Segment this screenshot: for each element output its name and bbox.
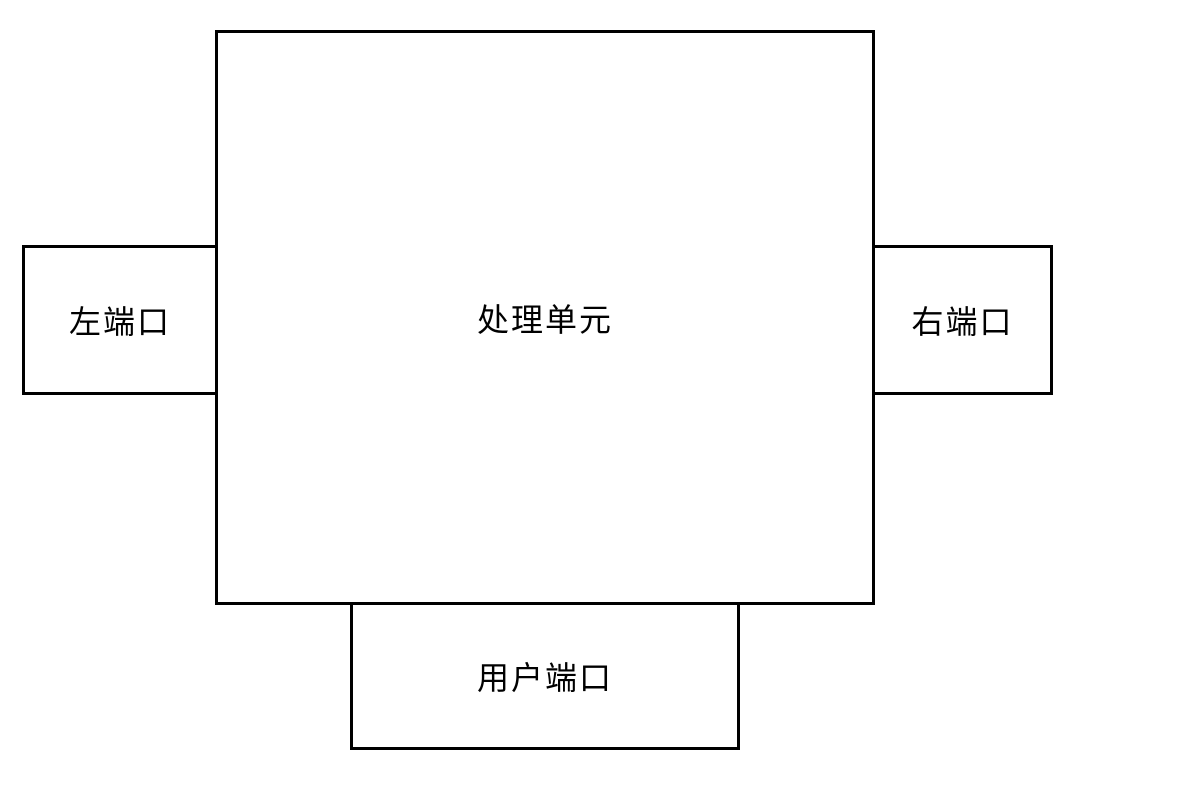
user-port-block: 用户端口 xyxy=(350,605,740,750)
right-port-block: 右端口 xyxy=(875,245,1053,395)
left-port-block: 左端口 xyxy=(22,245,215,395)
center-block: 处理单元 xyxy=(215,30,875,605)
left-port-label: 左端口 xyxy=(69,297,171,343)
center-block-label: 处理单元 xyxy=(477,295,613,341)
right-port-label: 右端口 xyxy=(911,297,1013,343)
user-port-label: 用户端口 xyxy=(477,653,613,699)
block-diagram: 处理单元 左端口 右端口 用户端口 xyxy=(0,0,1202,794)
